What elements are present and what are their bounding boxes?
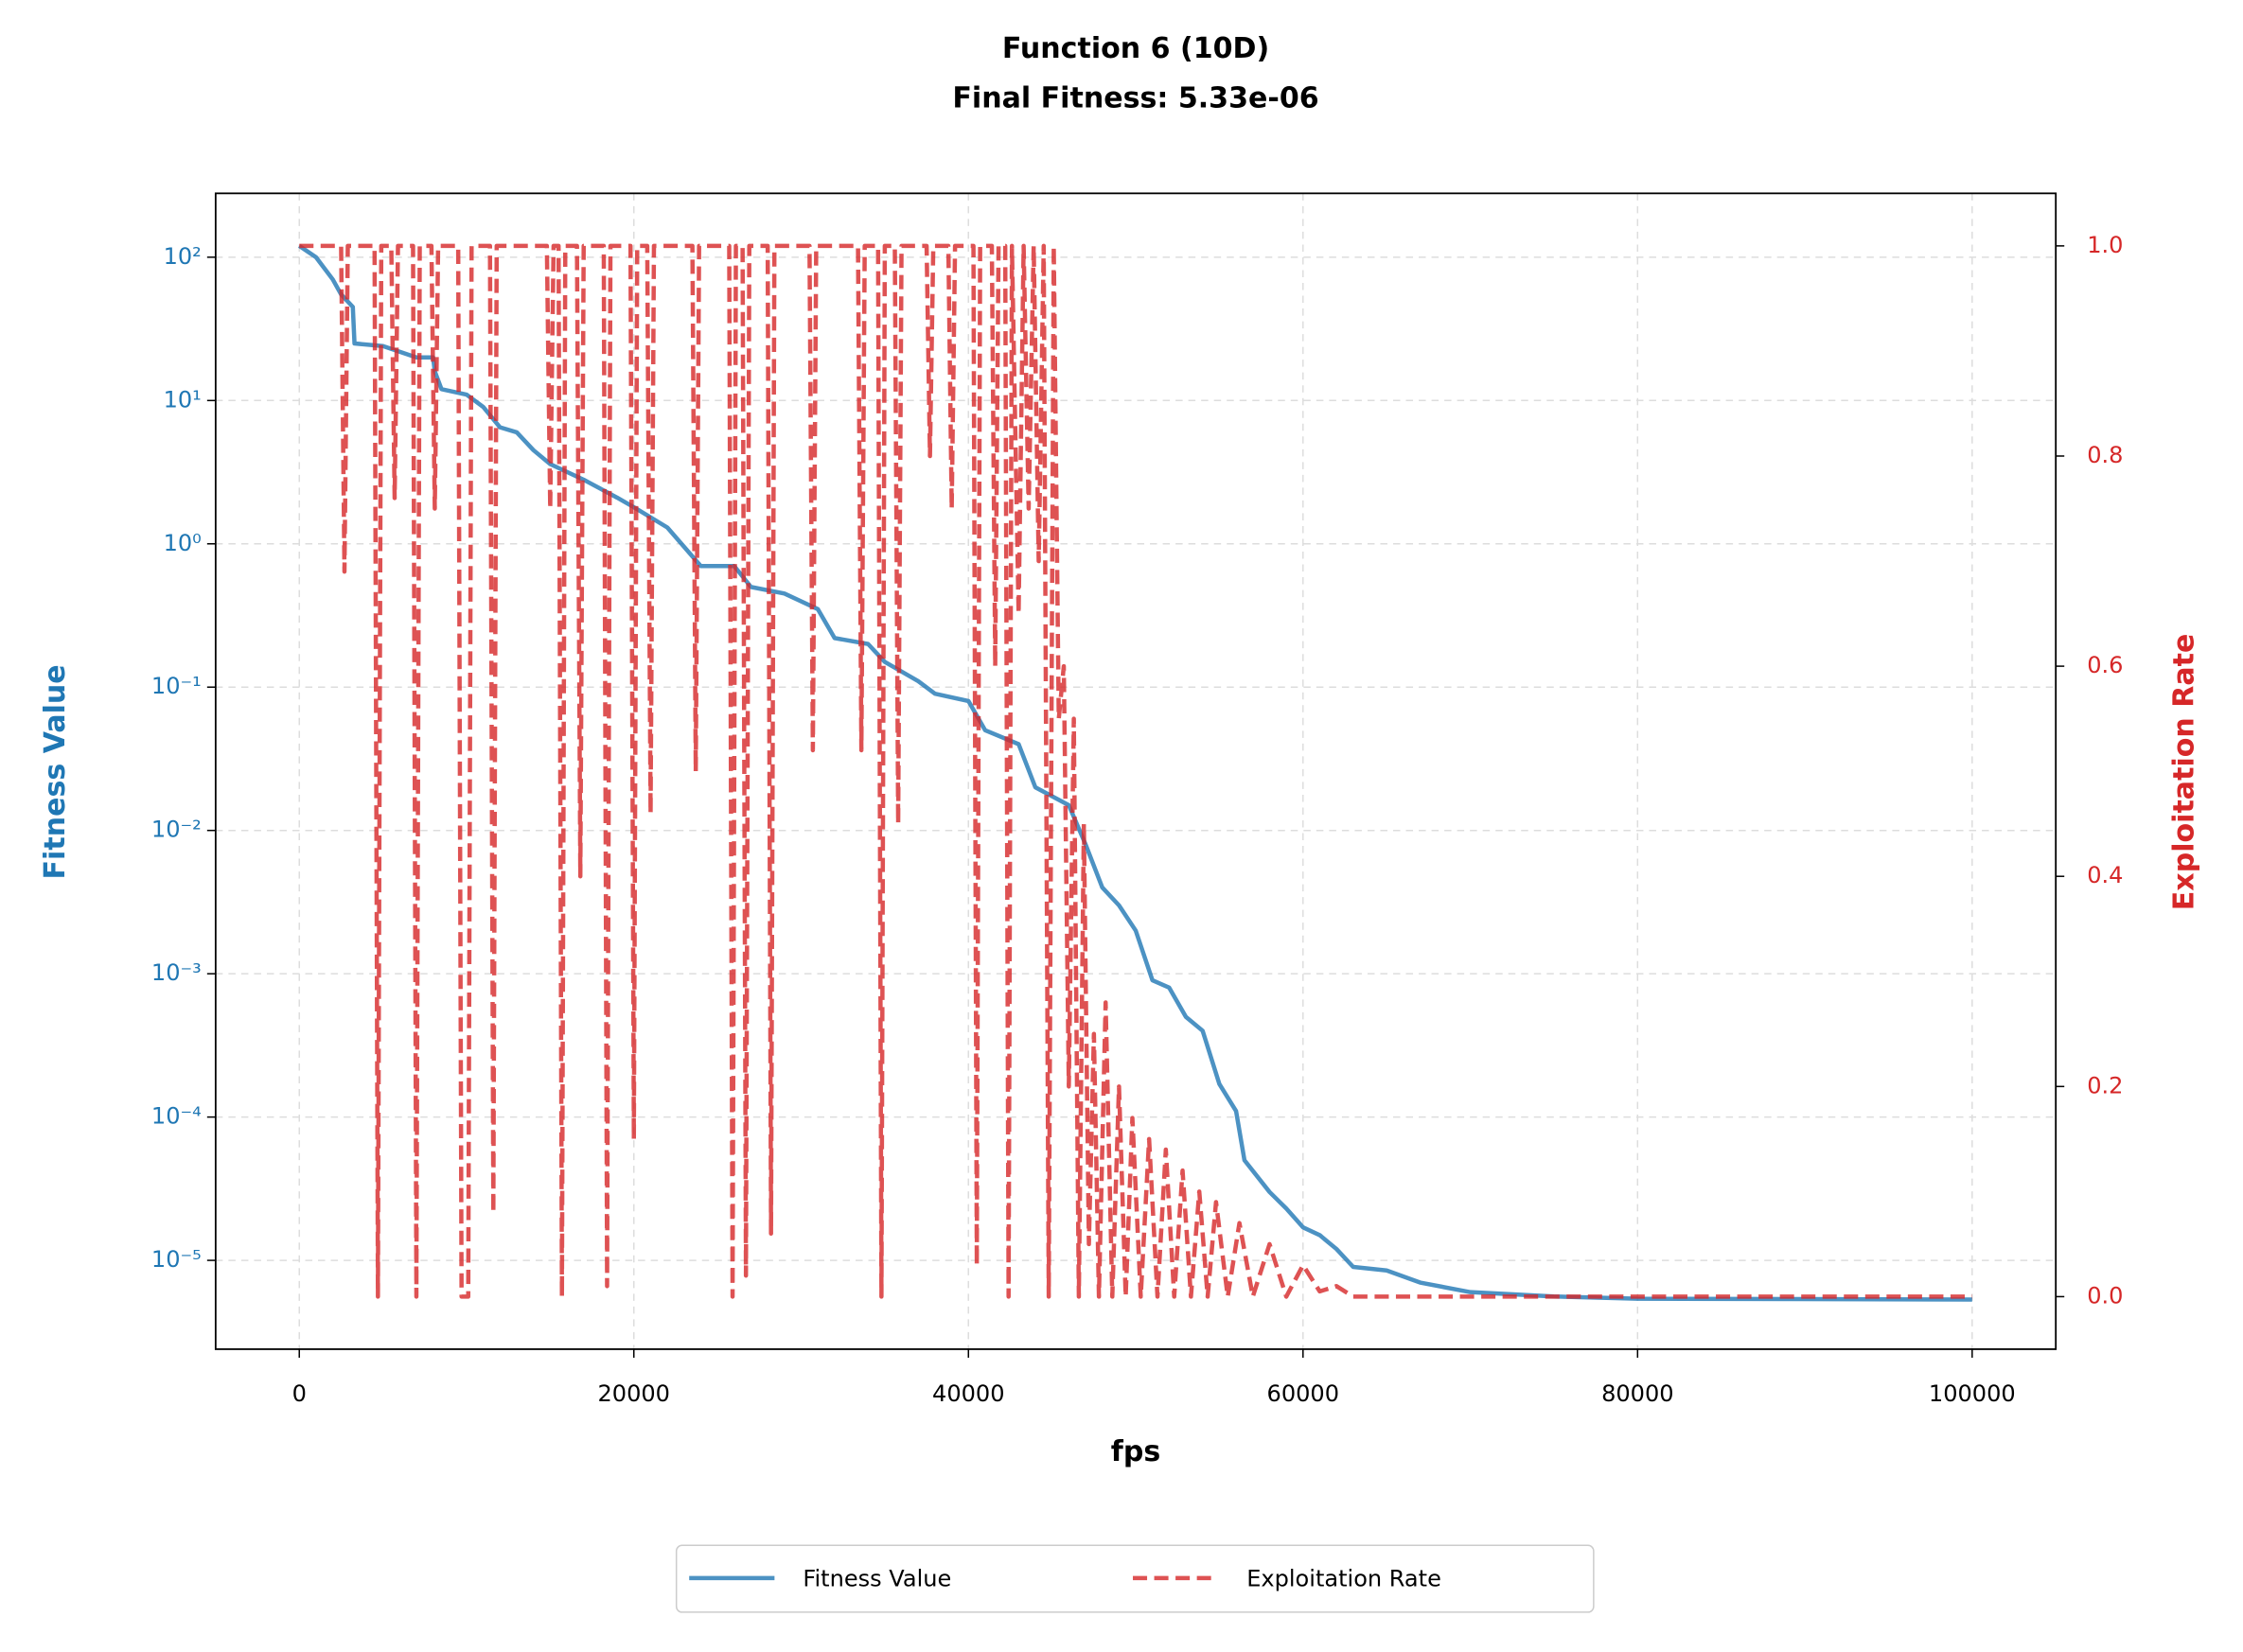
y-tick-label: 10⁻² (151, 817, 202, 843)
x-tick-label: 60000 (1267, 1380, 1339, 1407)
y2-tick-label: 0.8 (2087, 442, 2123, 468)
x-tick-label: 40000 (932, 1380, 1004, 1407)
y2-tick-label: 1.0 (2087, 232, 2123, 258)
x-tick-label: 0 (292, 1380, 307, 1407)
plot-frame (214, 192, 2058, 1350)
chart-subtitle: Final Fitness: 5.33e-06 (952, 82, 1318, 115)
y2-tick-label: 0.2 (2087, 1072, 2123, 1098)
y-tick-label: 10⁻⁵ (151, 1246, 202, 1273)
legend-label: Fitness Value (803, 1565, 951, 1591)
y2-tick-label: 0.6 (2087, 652, 2123, 678)
y-axis-label: Fitness Value (39, 664, 72, 879)
x-tick-label: 20000 (598, 1380, 670, 1407)
y-tick-label: 10⁰ (164, 530, 202, 556)
chart-title: Function 6 (10D) (1002, 32, 1269, 65)
x-axis-label: fps (1111, 1435, 1160, 1468)
y2-tick-label: 0.0 (2087, 1282, 2123, 1309)
y-tick-label: 10¹ (164, 386, 202, 413)
series-line (297, 243, 1972, 1302)
y2-axis-label: Exploitation Rate (2167, 634, 2200, 911)
y-tick-label: 10⁻¹ (151, 673, 202, 699)
x-tick-label: 80000 (1601, 1380, 1673, 1407)
y-tick-label: 10⁻⁴ (151, 1103, 202, 1130)
series-line (299, 243, 1972, 1299)
y-tick-label: 10⁻³ (151, 959, 202, 986)
legend-label: Exploitation Rate (1246, 1565, 1441, 1591)
y2-tick-label: 0.4 (2087, 862, 2123, 888)
y-tick-label: 10² (164, 243, 202, 270)
x-tick-label: 100000 (1929, 1380, 2016, 1407)
